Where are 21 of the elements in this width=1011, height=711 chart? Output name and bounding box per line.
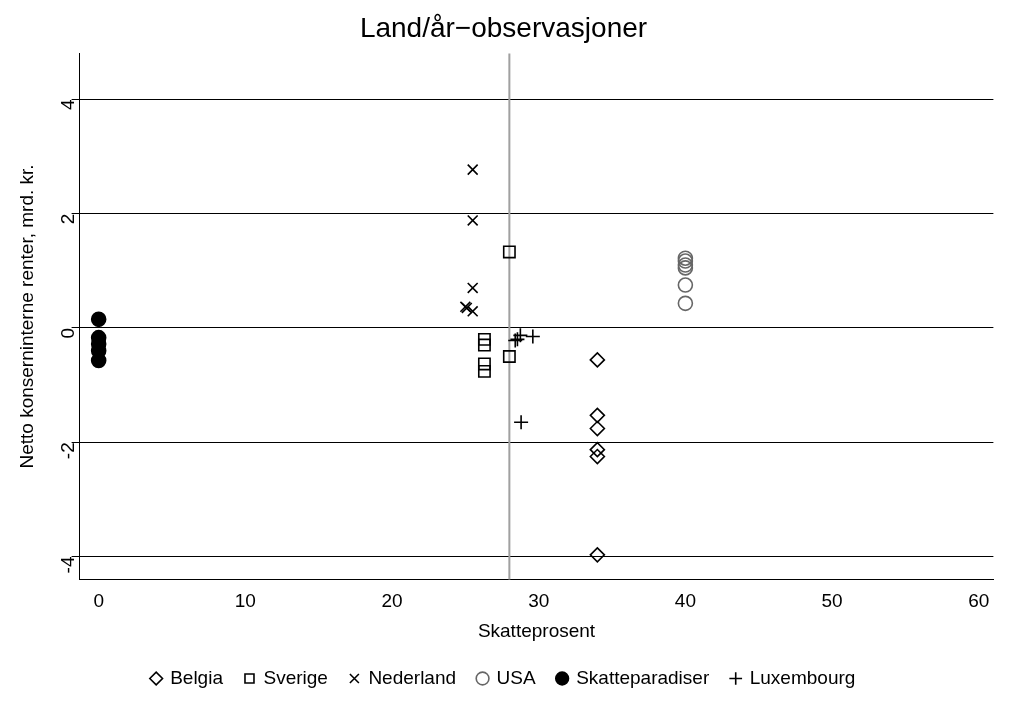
y-tick-label: 0 — [56, 327, 78, 339]
legend-label: Sverige — [263, 666, 328, 688]
legend-label: Luxembourg — [749, 666, 856, 688]
x-axis-title: Skatteprosent — [477, 619, 596, 641]
x-tick-label: 30 — [528, 590, 550, 612]
legend-label: Nederland — [368, 666, 457, 688]
x-tick-label: 60 — [968, 590, 990, 612]
y-tick-label: -2 — [56, 442, 78, 460]
x-tick-label: 20 — [381, 590, 403, 612]
x-tick-label: 0 — [93, 590, 104, 612]
legend-label: USA — [496, 666, 536, 688]
y-tick-label: 4 — [56, 98, 78, 110]
y-tick-label: -4 — [56, 556, 78, 574]
chart-title: Land/år−observasjoner — [359, 11, 648, 43]
x-tick-label: 10 — [234, 590, 256, 612]
y-tick-label: 2 — [56, 213, 78, 225]
legend-label: Belgia — [170, 666, 224, 688]
y-axis-title: Netto konserninterne renter, mrd. kr. — [15, 164, 37, 469]
x-tick-label: 50 — [821, 590, 843, 612]
x-tick-label: 40 — [674, 590, 696, 612]
legend-label: Skatteparadiser — [576, 666, 710, 688]
